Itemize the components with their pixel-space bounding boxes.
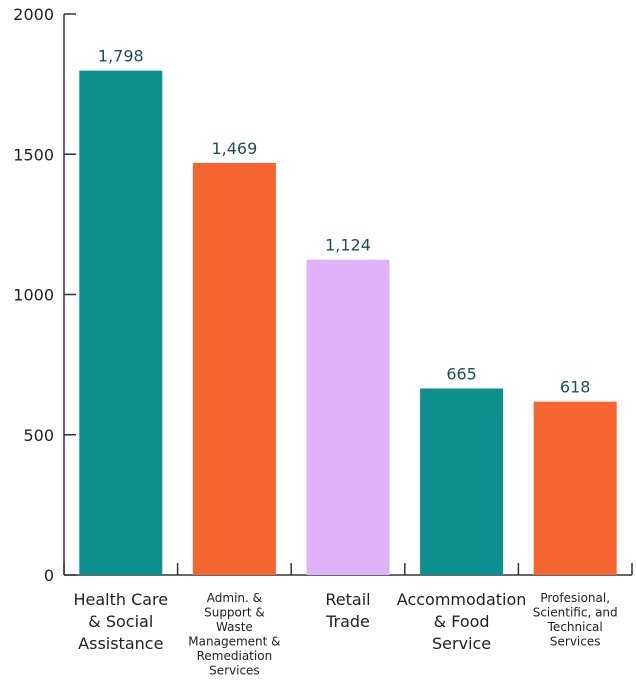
data-labels: 1,798 1,469 1,124 665 618 xyxy=(98,47,591,397)
category-label-line: Trade xyxy=(325,612,370,631)
category-label-line: Scientific, and xyxy=(533,606,618,620)
category-label-line: Management & xyxy=(188,635,280,649)
bar xyxy=(79,70,163,575)
bars xyxy=(79,70,617,575)
y-tick-label: 1500 xyxy=(13,145,54,164)
data-label: 1,798 xyxy=(98,47,144,66)
bar xyxy=(306,259,390,575)
data-label: 665 xyxy=(446,364,477,383)
category-label-line: Profesional, xyxy=(540,591,610,605)
category-label-line: Services xyxy=(550,635,601,649)
y-tick-label: 500 xyxy=(23,426,54,445)
category-labels: Health Care & Social Assistance Admin. & Sup… xyxy=(73,590,617,678)
category-label-line: Health Care xyxy=(73,590,168,609)
category-label: Profesional, Scientific, and Technical Serv… xyxy=(533,591,618,649)
category-label-line: Remediation xyxy=(197,649,273,663)
category-label-line: Accommodation xyxy=(397,590,527,609)
category-label: Accommodation & Food Service xyxy=(397,590,527,653)
data-label: 1,469 xyxy=(211,139,257,158)
category-label-line: Admin. & xyxy=(207,591,262,605)
category-label-line: Support & xyxy=(204,606,265,620)
category-label: Health Care & Social Assistance xyxy=(73,590,168,653)
y-tick-label: 2000 xyxy=(13,5,54,24)
category-label-line: Waste xyxy=(216,620,253,634)
category-label-line: Services xyxy=(209,664,260,678)
category-label-line: Assistance xyxy=(78,634,163,653)
y-tick-label: 0 xyxy=(44,566,54,585)
data-label: 618 xyxy=(560,378,591,397)
category-label: Retail Trade xyxy=(325,590,371,631)
category-label-line: & Food xyxy=(434,612,490,631)
bar xyxy=(420,388,504,575)
data-label: 1,124 xyxy=(325,236,371,255)
category-label-line: Technical xyxy=(547,620,603,634)
bar xyxy=(192,162,276,575)
category-label-line: Service xyxy=(432,634,491,653)
category-label: Admin. & Support & Waste Management & Remedi… xyxy=(188,591,280,678)
category-label-line: Retail xyxy=(325,590,370,609)
y-tick-label: 1000 xyxy=(13,286,54,305)
y-axis: 0 500 1000 1500 2000 xyxy=(13,5,76,585)
bar xyxy=(533,401,617,575)
category-label-line: & Social xyxy=(88,612,153,631)
